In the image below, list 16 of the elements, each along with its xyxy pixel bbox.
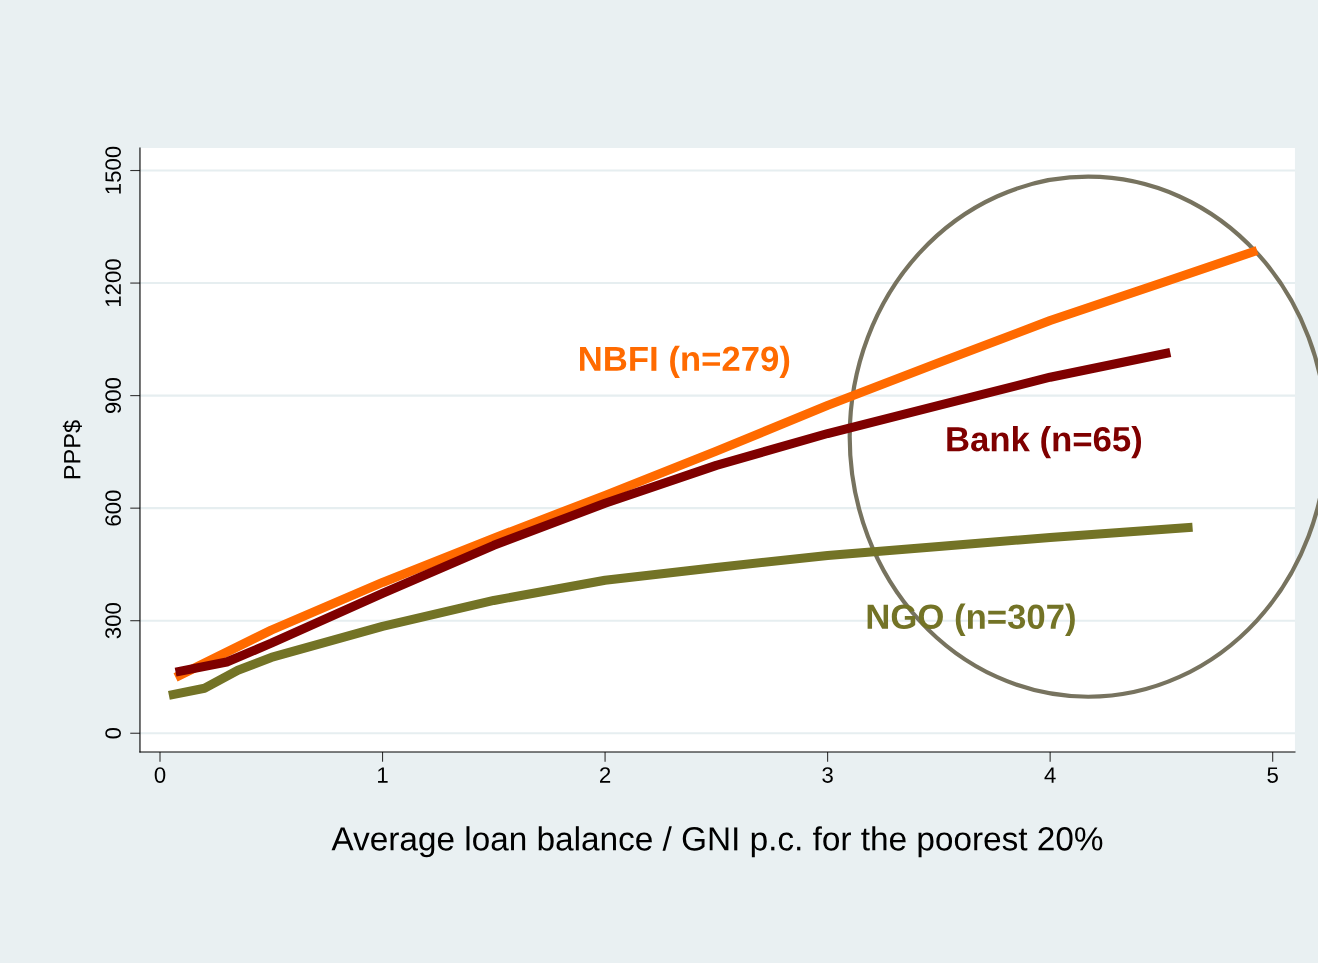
x-tick-label: 4 [1044,767,1056,783]
y-tick-label: 300 [105,603,121,639]
y-tick-label: 0 [105,727,121,739]
y-axis-title: PPP$ [62,420,82,479]
y-tick-label: 1500 [105,146,121,194]
series-label: NBFI (n=279) [580,345,790,379]
x-tick-label: 1 [378,767,388,783]
series-label: Bank (n=65) [947,425,1142,459]
y-tick-label: 900 [105,377,121,414]
x-tick-label: 5 [1267,767,1278,783]
y-tick-label: 600 [105,490,121,526]
x-tick-label: 0 [154,767,166,783]
x-axis-title: Average loan balance / GNI p.c. for the poorest 20% [331,826,1103,858]
x-tick-label: 2 [600,767,611,783]
y-tick-label: 1200 [105,259,121,307]
x-tick-label: 3 [822,767,833,783]
